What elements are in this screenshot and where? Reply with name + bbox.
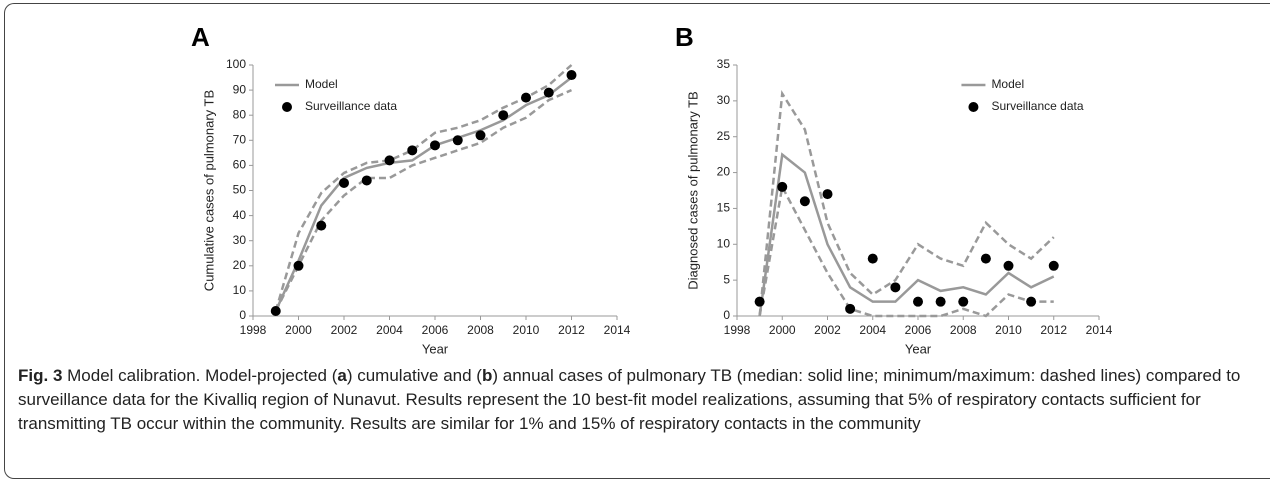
figure-label: Fig. 3 xyxy=(18,366,63,385)
data-point xyxy=(890,282,901,293)
x-axis-title: Year xyxy=(422,341,449,356)
y-tick-label: 50 xyxy=(233,183,247,197)
x-tick-label: 2006 xyxy=(422,323,449,337)
data-point xyxy=(566,70,577,81)
data-point xyxy=(475,130,486,141)
data-point xyxy=(293,260,304,271)
legend-marker xyxy=(282,102,292,112)
data-point xyxy=(270,305,281,316)
range-line xyxy=(274,88,573,312)
figure-frame xyxy=(4,3,1270,479)
caption-text: ) annual cases of pulmonary TB (median: … xyxy=(18,366,1241,433)
legend-label: Model xyxy=(305,77,338,91)
data-point xyxy=(407,145,418,156)
x-tick-label: 2010 xyxy=(995,323,1022,337)
y-tick-label: 80 xyxy=(233,107,247,121)
y-tick-label: 10 xyxy=(717,236,731,250)
range-line xyxy=(758,89,1055,317)
data-point xyxy=(867,253,878,264)
data-point xyxy=(1003,260,1014,271)
caption-text: Model calibration. Model-projected ( xyxy=(62,366,338,385)
y-tick-label: 35 xyxy=(717,57,731,71)
x-tick-label: 2004 xyxy=(376,323,403,337)
caption-panel-ref: b xyxy=(481,366,493,385)
y-tick-label: 30 xyxy=(717,93,731,107)
y-tick-label: 20 xyxy=(717,165,731,179)
x-tick-label: 2008 xyxy=(950,323,977,337)
data-point xyxy=(430,140,440,151)
data-point xyxy=(361,175,372,186)
data-point xyxy=(935,296,946,307)
caption-text: ) cumulative and ( xyxy=(346,366,482,385)
y-tick-label: 10 xyxy=(233,283,247,297)
x-tick-label: 2000 xyxy=(285,323,312,337)
x-tick-label: 2012 xyxy=(558,323,585,337)
x-tick-label: 1998 xyxy=(240,323,267,337)
y-tick-label: 20 xyxy=(233,258,247,272)
legend-label: Surveillance data xyxy=(305,99,397,113)
caption-panel-ref: a xyxy=(337,366,347,385)
legend-label: Surveillance data xyxy=(991,99,1083,113)
caption: Fig. 3 Model calibration. Model-projecte… xyxy=(18,364,1263,436)
range-line xyxy=(758,183,1054,318)
panel-label: B xyxy=(675,22,694,52)
data-point xyxy=(958,296,969,307)
legend-marker xyxy=(968,102,979,112)
x-tick-label: 2000 xyxy=(769,323,796,337)
y-axis-title: Cumulative cases of pulmonary TB xyxy=(201,90,216,291)
data-point xyxy=(1026,296,1037,307)
data-point xyxy=(822,189,833,200)
data-point xyxy=(913,296,923,307)
model-line xyxy=(758,152,1055,317)
y-tick-label: 0 xyxy=(239,308,246,322)
y-tick-label: 40 xyxy=(233,208,247,222)
data-point xyxy=(498,110,509,121)
data-point xyxy=(799,196,810,207)
data-point xyxy=(384,155,395,166)
data-point xyxy=(452,135,463,146)
x-tick-label: 2010 xyxy=(513,323,540,337)
y-tick-label: 30 xyxy=(233,233,247,247)
y-tick-label: 100 xyxy=(226,57,246,71)
data-point xyxy=(543,87,554,98)
y-tick-label: 60 xyxy=(233,158,247,172)
y-axis-title: Diagnosed cases of pulmonary TB xyxy=(685,91,700,289)
x-tick-label: 2002 xyxy=(814,323,841,337)
y-tick-label: 70 xyxy=(233,132,247,146)
x-tick-label: 2012 xyxy=(1040,323,1067,337)
x-axis-title: Year xyxy=(905,341,932,356)
y-tick-label: 15 xyxy=(717,201,731,215)
data-point xyxy=(1048,260,1059,271)
panel-label: A xyxy=(191,22,210,52)
legend-label: Model xyxy=(991,77,1024,91)
y-tick-label: 5 xyxy=(723,272,730,286)
x-tick-label: 2008 xyxy=(467,323,494,337)
data-point xyxy=(754,296,765,307)
y-tick-label: 0 xyxy=(723,308,730,322)
y-tick-label: 25 xyxy=(717,129,731,143)
x-tick-label: 2002 xyxy=(331,323,358,337)
data-point xyxy=(980,253,991,264)
data-point xyxy=(316,220,327,231)
x-tick-label: 1998 xyxy=(724,323,751,337)
x-tick-label: 2004 xyxy=(859,323,886,337)
data-point xyxy=(777,181,788,192)
data-point xyxy=(339,177,349,188)
x-tick-label: 2014 xyxy=(1086,323,1113,337)
model-line xyxy=(274,76,573,312)
data-point xyxy=(845,303,856,314)
x-tick-label: 2014 xyxy=(604,323,631,337)
data-point xyxy=(521,92,531,103)
y-tick-label: 90 xyxy=(233,82,247,96)
x-tick-label: 2006 xyxy=(905,323,932,337)
